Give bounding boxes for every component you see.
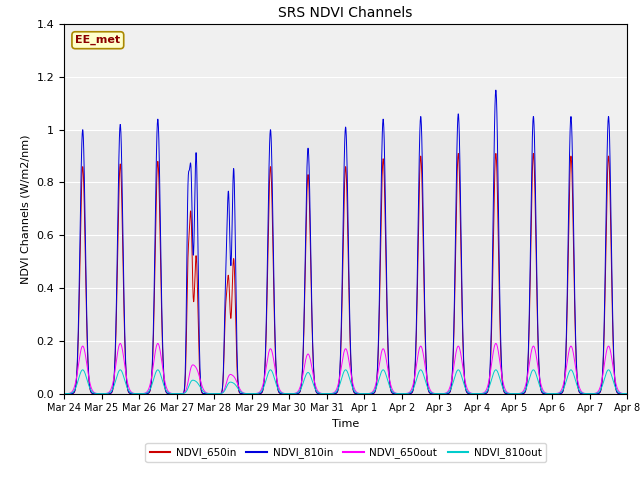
NDVI_810out: [552, 391, 559, 396]
NDVI_810out: [125, 387, 132, 393]
Y-axis label: NDVI Channels (W/m2/nm): NDVI Channels (W/m2/nm): [21, 134, 31, 284]
NDVI_810in: [276, 390, 284, 396]
Line: NDVI_650out: NDVI_650out: [64, 344, 627, 394]
NDVI_650out: [552, 391, 559, 396]
Legend: NDVI_650in, NDVI_810in, NDVI_650out, NDVI_810out: NDVI_650in, NDVI_810in, NDVI_650out, NDV…: [145, 443, 546, 462]
NDVI_650out: [211, 391, 218, 396]
NDVI_650out: [60, 391, 68, 396]
NDVI_810in: [612, 388, 620, 394]
NDVI_650out: [301, 361, 308, 367]
NDVI_810out: [158, 376, 166, 382]
NDVI_650out: [276, 388, 284, 394]
Title: SRS NDVI Channels: SRS NDVI Channels: [278, 6, 413, 20]
NDVI_650in: [248, 391, 255, 396]
NDVI_810in: [60, 391, 68, 396]
NDVI_650in: [612, 388, 620, 394]
NDVI_810in: [552, 391, 559, 396]
NDVI_650in: [124, 388, 132, 394]
NDVI_650in: [158, 312, 166, 318]
NDVI_650in: [454, 151, 462, 156]
Line: NDVI_810out: NDVI_810out: [64, 370, 627, 394]
NDVI_650in: [60, 391, 68, 396]
NDVI_650out: [612, 383, 620, 389]
NDVI_650in: [301, 300, 308, 306]
NDVI_650out: [623, 391, 631, 396]
NDVI_650out: [125, 383, 132, 389]
NDVI_810in: [492, 87, 500, 93]
NDVI_650in: [623, 391, 631, 396]
NDVI_810in: [623, 391, 631, 396]
NDVI_810in: [124, 388, 132, 394]
NDVI_810out: [60, 391, 68, 396]
Line: NDVI_650in: NDVI_650in: [64, 154, 627, 394]
NDVI_810out: [301, 375, 308, 381]
NDVI_650out: [158, 359, 166, 365]
NDVI_810out: [612, 387, 620, 393]
Text: EE_met: EE_met: [76, 35, 120, 45]
NDVI_810out: [79, 367, 86, 373]
NDVI_650out: [116, 341, 124, 347]
NDVI_810in: [248, 391, 255, 396]
X-axis label: Time: Time: [332, 419, 359, 429]
Line: NDVI_810in: NDVI_810in: [64, 90, 627, 394]
NDVI_810in: [301, 289, 308, 295]
NDVI_810in: [158, 298, 166, 303]
NDVI_650in: [276, 390, 284, 396]
NDVI_810out: [211, 391, 218, 396]
NDVI_810out: [623, 391, 631, 396]
Bar: [64, 24, 627, 130]
NDVI_650in: [552, 391, 559, 396]
NDVI_810out: [276, 389, 284, 395]
